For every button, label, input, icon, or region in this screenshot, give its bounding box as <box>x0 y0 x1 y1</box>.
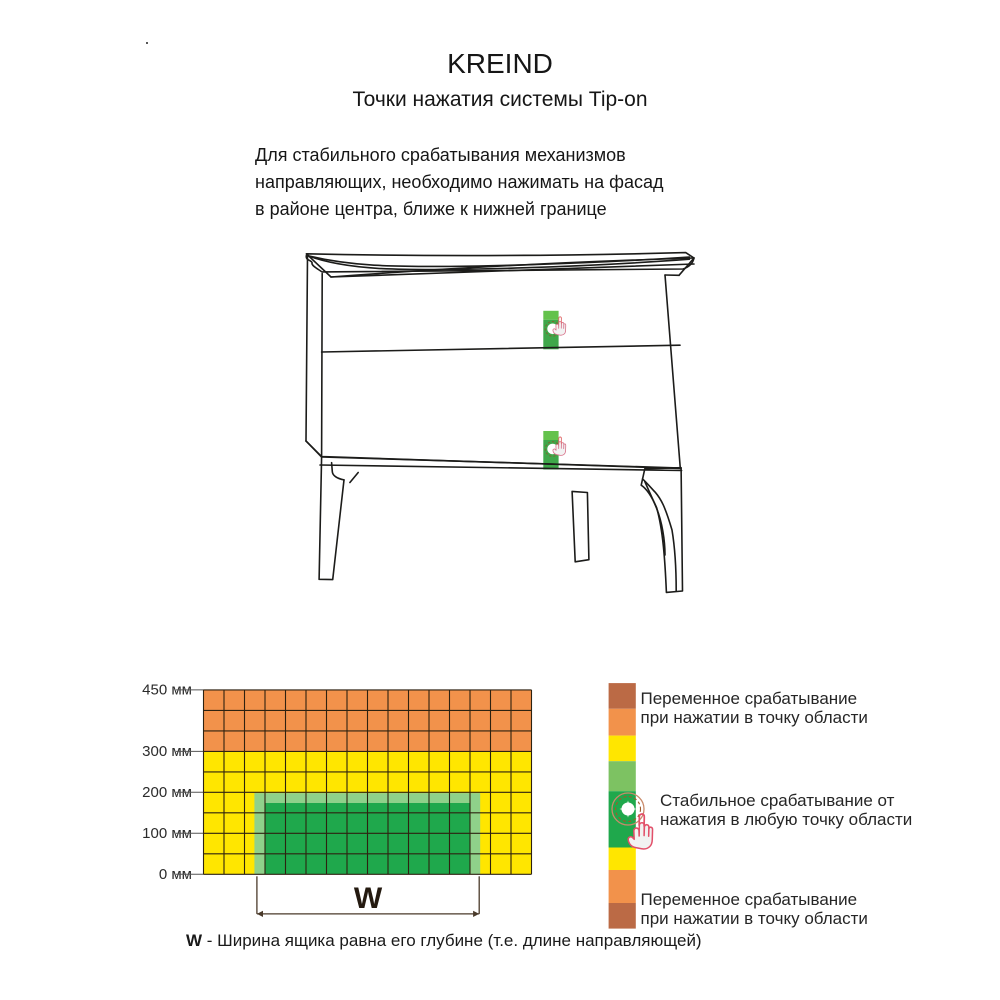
svg-text:W - Ширина ящика равна его глу: W - Ширина ящика равна его глубине (т.е.… <box>186 931 702 950</box>
svg-text:200 мм: 200 мм <box>142 784 192 801</box>
svg-text:при нажатии в точку области: при нажатии в точку области <box>641 708 868 727</box>
svg-text:450 мм: 450 мм <box>142 682 192 699</box>
svg-text:нажатия в любую точку области: нажатия в любую точку области <box>660 810 912 829</box>
svg-text:Стабильное срабатывание от: Стабильное срабатывание от <box>660 791 895 810</box>
svg-text:300 мм: 300 мм <box>142 743 192 760</box>
svg-text:100 мм: 100 мм <box>142 825 192 842</box>
svg-text:0 мм: 0 мм <box>159 866 192 883</box>
svg-text:W: W <box>354 882 383 915</box>
svg-text:при нажатии в точку области: при нажатии в точку области <box>641 909 868 928</box>
svg-text:Переменное срабатывание: Переменное срабатывание <box>641 689 858 708</box>
svg-text:Переменное срабатывание: Переменное срабатывание <box>641 890 858 909</box>
